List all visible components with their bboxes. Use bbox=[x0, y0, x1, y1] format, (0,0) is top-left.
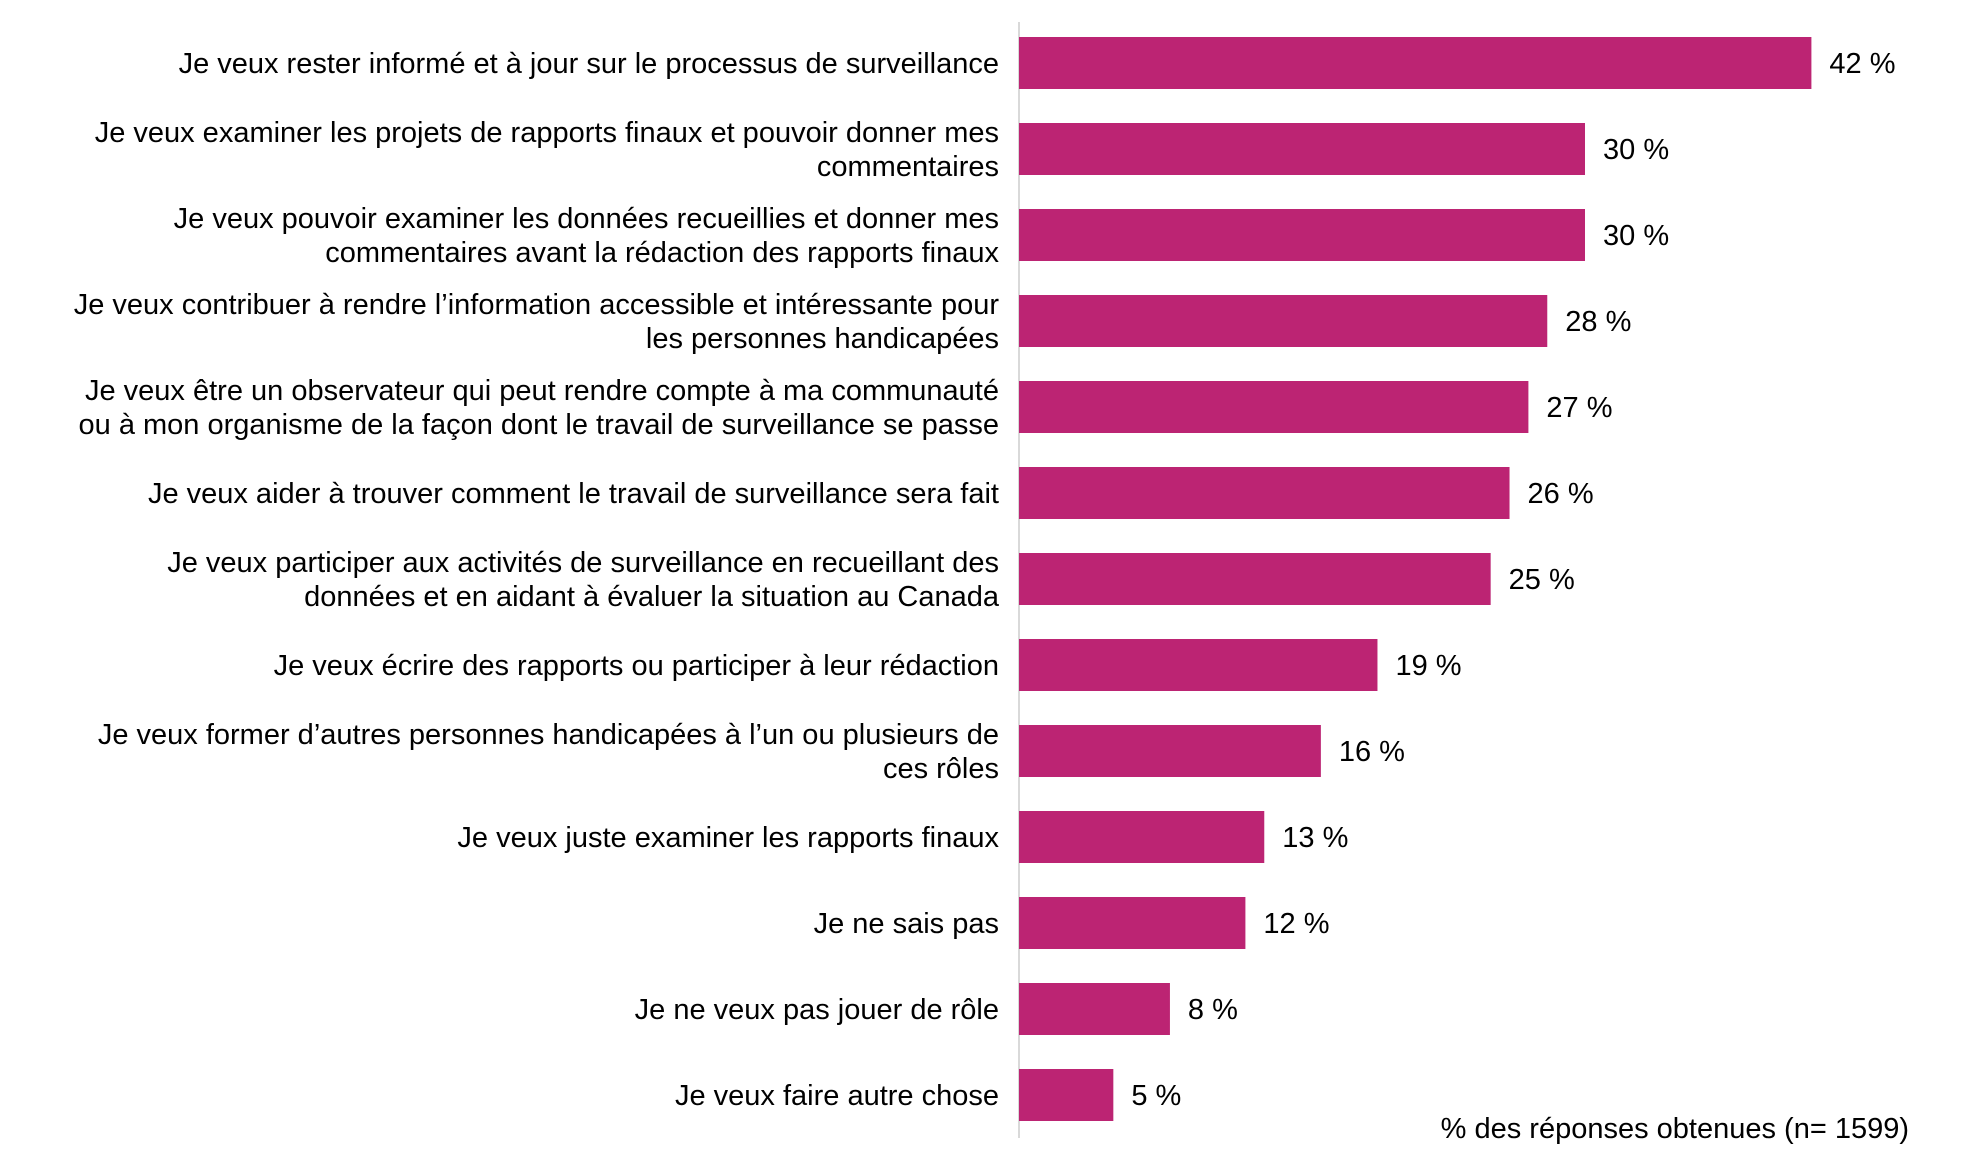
category-label-line: Je ne veux pas jouer de rôle bbox=[635, 994, 999, 1026]
value-label-9: 13 % bbox=[1282, 822, 1348, 854]
category-label-line: Je veux pouvoir examiner les données rec… bbox=[174, 203, 999, 235]
bar-6 bbox=[1019, 553, 1491, 605]
value-label-0: 42 % bbox=[1829, 48, 1895, 80]
bar-11 bbox=[1019, 983, 1170, 1035]
category-label-line: données et en aidant à évaluer la situat… bbox=[304, 581, 1000, 613]
category-label-line: les personnes handicapées bbox=[646, 323, 999, 355]
value-label-4: 27 % bbox=[1546, 392, 1612, 424]
category-label-line: Je veux faire autre chose bbox=[675, 1080, 999, 1112]
value-label-2: 30 % bbox=[1603, 220, 1669, 252]
category-label-11: Je ne veux pas jouer de rôle bbox=[635, 994, 999, 1026]
bar-3 bbox=[1019, 295, 1548, 347]
category-label-1: Je veux examiner les projets de rapports… bbox=[95, 117, 999, 183]
category-label-9: Je veux juste examiner les rapports fina… bbox=[457, 822, 999, 854]
value-label-10: 12 % bbox=[1263, 908, 1329, 940]
bar-7 bbox=[1019, 639, 1378, 691]
value-label-3: 28 % bbox=[1565, 306, 1631, 338]
category-label-2: Je veux pouvoir examiner les données rec… bbox=[174, 203, 1000, 269]
bar-8 bbox=[1019, 725, 1321, 777]
bar-9 bbox=[1019, 811, 1265, 863]
category-label-5: Je veux aider à trouver comment le trava… bbox=[148, 478, 999, 510]
category-label-line: ces rôles bbox=[883, 753, 999, 785]
bar-4 bbox=[1019, 381, 1529, 433]
value-label-8: 16 % bbox=[1339, 736, 1405, 768]
category-label-4: Je veux être un observateur qui peut ren… bbox=[79, 375, 999, 441]
category-label-line: Je veux être un observateur qui peut ren… bbox=[85, 375, 999, 407]
category-label-line: commentaires avant la rédaction des rapp… bbox=[325, 237, 999, 269]
bar-5 bbox=[1019, 467, 1510, 519]
value-labels: 42 % 30 % 30 % 28 % 27 % 26 % 25 % 19 % 16 % 13 %… bbox=[1131, 48, 1895, 1112]
value-label-12: 5 % bbox=[1131, 1080, 1181, 1112]
value-label-5: 26 % bbox=[1528, 478, 1594, 510]
category-label-12: Je veux faire autre chose bbox=[675, 1080, 999, 1112]
category-label-line: Je veux participer aux activités de surv… bbox=[167, 547, 999, 579]
value-label-11: 8 % bbox=[1188, 994, 1238, 1026]
category-label-6: Je veux participer aux activités de surv… bbox=[167, 547, 1000, 613]
value-label-6: 25 % bbox=[1509, 564, 1575, 596]
category-labels: Je veux rester informé et à jour sur le … bbox=[74, 48, 1000, 1112]
bar-12 bbox=[1019, 1069, 1114, 1121]
category-label-8: Je veux former d’autres personnes handic… bbox=[98, 719, 999, 785]
category-label-line: Je veux former d’autres personnes handic… bbox=[98, 719, 999, 751]
sample-size-note: % des réponses obtenues (n= 1599) bbox=[1441, 1113, 1909, 1145]
category-label-line: Je veux écrire des rapports ou participe… bbox=[274, 650, 999, 682]
category-label-0: Je veux rester informé et à jour sur le … bbox=[179, 48, 999, 80]
category-label-line: commentaires bbox=[817, 151, 999, 183]
category-label-line: Je veux rester informé et à jour sur le … bbox=[179, 48, 999, 80]
category-label-line: Je veux contribuer à rendre l’informatio… bbox=[74, 289, 1000, 321]
bar-10 bbox=[1019, 897, 1246, 949]
bar-1 bbox=[1019, 123, 1585, 175]
category-label-7: Je veux écrire des rapports ou participe… bbox=[274, 650, 999, 682]
category-label-line: Je veux aider à trouver comment le trava… bbox=[148, 478, 999, 510]
category-label-line: Je veux examiner les projets de rapports… bbox=[95, 117, 999, 149]
category-label-10: Je ne sais pas bbox=[814, 908, 999, 940]
bars-group bbox=[1019, 37, 1812, 1121]
bar-2 bbox=[1019, 209, 1585, 261]
value-label-1: 30 % bbox=[1603, 134, 1669, 166]
category-label-3: Je veux contribuer à rendre l’informatio… bbox=[74, 289, 1000, 355]
category-label-line: ou à mon organisme de la façon dont le t… bbox=[79, 409, 999, 441]
bar-0 bbox=[1019, 37, 1812, 89]
value-label-7: 19 % bbox=[1395, 650, 1461, 682]
category-label-line: Je ne sais pas bbox=[814, 908, 999, 940]
category-label-line: Je veux juste examiner les rapports fina… bbox=[457, 822, 999, 854]
